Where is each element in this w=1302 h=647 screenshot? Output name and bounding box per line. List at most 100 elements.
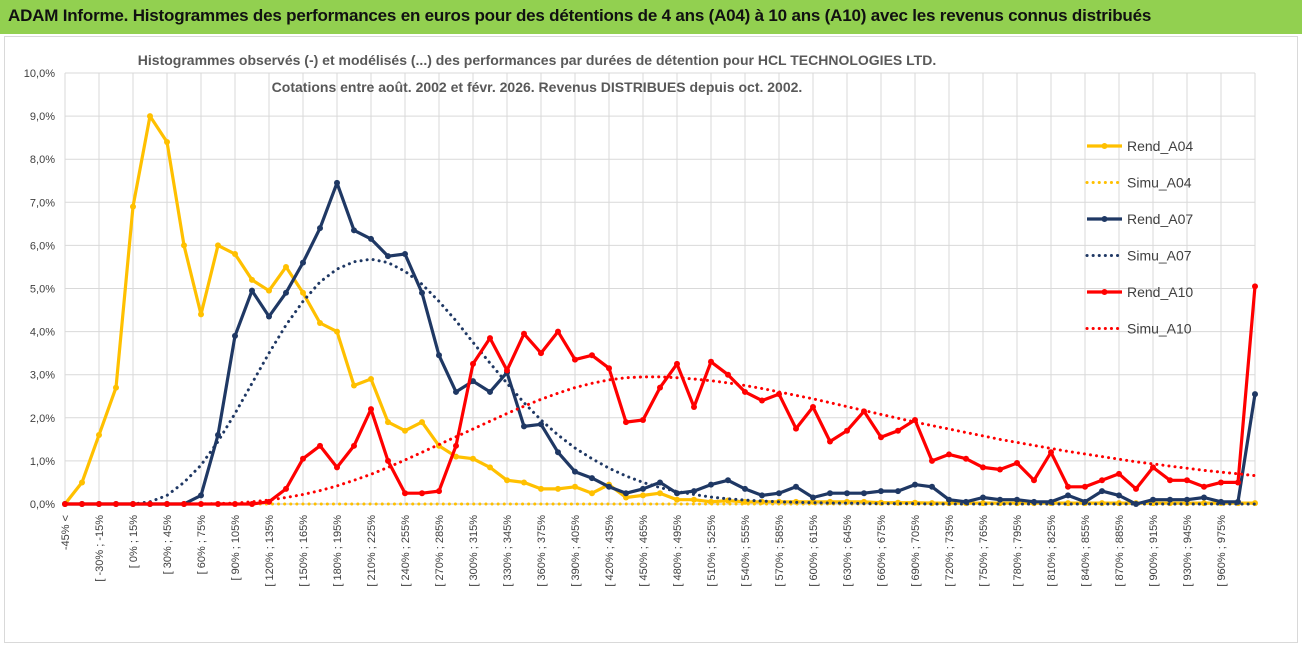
data-point bbox=[1167, 477, 1173, 484]
data-point bbox=[96, 501, 102, 507]
x-tick-label: [ 120% ; 135% bbox=[264, 515, 276, 587]
data-point bbox=[1184, 496, 1190, 503]
y-axis: 0,0% 1,0% 2,0% 3,0% 4,0% 5,0% 6,0% 7,0% 8,0% 9,0%… bbox=[24, 68, 55, 511]
data-point bbox=[487, 335, 493, 342]
data-point bbox=[623, 419, 629, 426]
x-tick-label: [ 720% ; 735% bbox=[944, 515, 956, 587]
legend-label: Rend_A07 bbox=[1127, 211, 1193, 227]
data-point bbox=[555, 485, 561, 492]
data-point bbox=[1099, 477, 1105, 484]
x-tick-label: [ 510% ; 525% bbox=[706, 515, 718, 587]
x-tick-label: [ -30% ; -15% bbox=[94, 515, 106, 582]
data-point bbox=[759, 397, 765, 404]
legend-label: Simu_A10 bbox=[1127, 321, 1192, 337]
series-rend-a10 bbox=[62, 283, 1258, 507]
chart-title-line1: Histogrammes observés (-) et modélisés (… bbox=[138, 52, 936, 68]
series-simu-a10 bbox=[63, 375, 1257, 506]
x-tick-label: [ 630% ; 645% bbox=[842, 515, 854, 587]
data-point bbox=[1184, 477, 1190, 484]
series-rend-a04 bbox=[62, 113, 1258, 507]
data-point bbox=[742, 485, 748, 492]
data-point bbox=[946, 451, 952, 458]
data-point bbox=[929, 483, 935, 490]
data-point bbox=[385, 457, 391, 464]
data-point bbox=[419, 490, 425, 497]
series-line bbox=[63, 375, 1257, 506]
data-point bbox=[1014, 460, 1020, 467]
series-line bbox=[63, 257, 1257, 506]
data-point bbox=[368, 376, 374, 383]
data-point bbox=[674, 496, 680, 503]
series-rend-a07 bbox=[62, 179, 1258, 507]
x-tick-label: [ 150% ; 165% bbox=[298, 515, 310, 587]
data-point bbox=[878, 434, 884, 441]
x-tick-label: [ 660% ; 675% bbox=[876, 515, 888, 587]
data-point bbox=[1116, 492, 1122, 499]
data-point bbox=[113, 384, 119, 391]
data-point bbox=[181, 242, 187, 249]
y-tick-label: 10,0% bbox=[24, 68, 55, 80]
data-point bbox=[589, 475, 595, 482]
data-point bbox=[640, 416, 646, 423]
x-tick-label: [ 930% ; 945% bbox=[1182, 515, 1194, 587]
x-tick-label: [ 540% ; 555% bbox=[740, 515, 752, 587]
x-tick-label: [ 90% ; 105% bbox=[230, 515, 242, 581]
legend-item: Rend_A10 bbox=[1087, 284, 1193, 300]
data-point bbox=[572, 356, 578, 363]
data-point bbox=[436, 488, 442, 495]
report-title: ADAM Informe. Histogrammes des performan… bbox=[8, 6, 1152, 25]
data-point bbox=[266, 287, 272, 294]
data-point bbox=[317, 442, 323, 449]
data-point bbox=[504, 367, 510, 374]
data-point bbox=[1252, 283, 1258, 290]
x-tick-label: [ 360% ; 375% bbox=[536, 515, 548, 587]
data-point bbox=[589, 352, 595, 359]
data-point bbox=[1201, 483, 1207, 490]
data-point bbox=[538, 350, 544, 357]
x-tick-label: [ 690% ; 705% bbox=[910, 515, 922, 587]
data-point bbox=[708, 358, 714, 365]
report-banner: ADAM Informe. Histogrammes des performan… bbox=[0, 0, 1302, 34]
data-point bbox=[1235, 479, 1241, 486]
data-point bbox=[436, 352, 442, 359]
data-point bbox=[844, 490, 850, 497]
data-point bbox=[402, 251, 408, 258]
data-point bbox=[895, 488, 901, 495]
data-point bbox=[674, 360, 680, 367]
legend-label: Rend_A10 bbox=[1127, 284, 1193, 300]
data-point bbox=[300, 455, 306, 462]
data-point bbox=[538, 421, 544, 428]
x-tick-label: [ 960% ; 975% bbox=[1216, 515, 1228, 587]
data-point bbox=[487, 388, 493, 395]
x-tick-label: [ 870% ; 885% bbox=[1114, 515, 1126, 587]
data-point bbox=[1082, 483, 1088, 490]
data-point bbox=[1133, 485, 1139, 492]
data-point bbox=[487, 464, 493, 471]
legend-marker bbox=[1101, 216, 1108, 222]
data-point bbox=[521, 479, 527, 486]
y-tick-label: 8,0% bbox=[30, 154, 55, 166]
data-point bbox=[827, 438, 833, 445]
data-point bbox=[1167, 496, 1173, 503]
data-point bbox=[589, 490, 595, 497]
legend-item: Simu_A07 bbox=[1085, 248, 1192, 264]
x-tick-label: [ 420% ; 435% bbox=[604, 515, 616, 587]
data-point bbox=[708, 481, 714, 488]
data-point bbox=[232, 332, 238, 339]
data-point bbox=[1133, 501, 1139, 507]
x-tick-label: [ 240% ; 255% bbox=[400, 515, 412, 587]
data-point bbox=[1218, 479, 1224, 486]
data-point bbox=[1014, 496, 1020, 503]
legend-marker bbox=[1101, 143, 1108, 149]
x-tick-label: -45% < bbox=[60, 515, 72, 550]
legend-label: Rend_A04 bbox=[1127, 138, 1193, 154]
x-tick-label: [ 60% ; 75% bbox=[196, 515, 208, 575]
data-point bbox=[317, 225, 323, 232]
data-point bbox=[980, 464, 986, 471]
x-axis: -45% < [ -30% ; -15% [ 0% ; 15% [ 30% ; 45%… bbox=[60, 515, 1228, 587]
data-point bbox=[657, 384, 663, 391]
data-point bbox=[640, 492, 646, 499]
data-point bbox=[691, 496, 697, 503]
data-point bbox=[453, 442, 459, 449]
data-point bbox=[385, 253, 391, 260]
